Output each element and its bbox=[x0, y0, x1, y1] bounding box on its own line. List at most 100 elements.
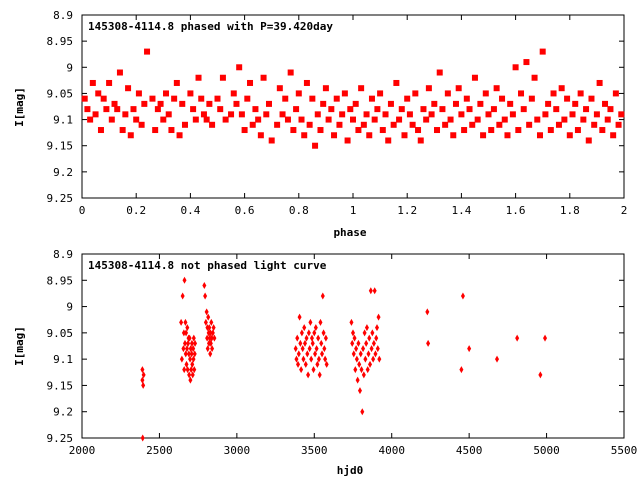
data-point bbox=[362, 329, 367, 337]
data-point bbox=[350, 339, 355, 347]
data-point bbox=[184, 329, 189, 337]
data-point bbox=[184, 360, 189, 368]
data-point bbox=[181, 329, 186, 337]
data-point bbox=[364, 339, 369, 347]
data-point bbox=[417, 137, 424, 144]
data-point bbox=[308, 318, 313, 326]
x-tick-label: 1.2 bbox=[397, 204, 417, 217]
data-point bbox=[298, 339, 303, 347]
y-axis-label: I[mag] bbox=[13, 87, 26, 127]
data-point bbox=[186, 339, 191, 347]
data-point bbox=[193, 339, 198, 347]
data-point bbox=[303, 79, 310, 86]
data-point bbox=[351, 329, 355, 337]
data-point bbox=[566, 132, 573, 139]
data-point bbox=[299, 366, 304, 374]
data-point bbox=[119, 127, 126, 134]
data-point bbox=[504, 132, 511, 139]
data-point bbox=[398, 106, 405, 113]
data-point bbox=[181, 121, 188, 128]
data-point bbox=[355, 376, 360, 384]
data-point bbox=[206, 313, 211, 321]
data-point bbox=[591, 121, 598, 128]
chart-title: 145308-4114.8 phased with P=39.420day bbox=[88, 20, 333, 33]
y-tick-label: 9 bbox=[66, 301, 73, 314]
data-point bbox=[206, 100, 213, 107]
data-point bbox=[195, 74, 202, 81]
data-point bbox=[515, 334, 520, 342]
data-point bbox=[97, 127, 104, 134]
x-tick-label: 1 bbox=[350, 204, 357, 217]
data-point bbox=[431, 100, 438, 107]
data-point bbox=[439, 106, 446, 113]
data-point bbox=[141, 381, 146, 389]
data-point bbox=[313, 350, 318, 358]
data-point bbox=[295, 334, 300, 342]
data-point bbox=[426, 339, 431, 347]
data-point bbox=[294, 355, 299, 363]
data-point bbox=[390, 121, 397, 128]
data-point bbox=[534, 116, 541, 123]
data-point bbox=[306, 121, 313, 128]
data-point bbox=[182, 339, 187, 347]
x-tick-label: 3000 bbox=[224, 444, 251, 457]
data-point bbox=[377, 90, 384, 97]
data-point bbox=[191, 345, 196, 353]
data-point bbox=[320, 350, 325, 358]
data-point bbox=[181, 345, 186, 353]
data-point bbox=[564, 95, 571, 102]
data-point bbox=[574, 127, 581, 134]
data-point bbox=[599, 127, 606, 134]
data-point bbox=[401, 132, 408, 139]
data-point bbox=[371, 116, 378, 123]
data-point bbox=[542, 111, 549, 118]
data-point bbox=[488, 127, 495, 134]
data-point bbox=[207, 334, 212, 342]
data-point bbox=[144, 48, 151, 55]
data-point bbox=[191, 355, 196, 363]
data-point bbox=[149, 95, 156, 102]
data-point bbox=[233, 100, 240, 107]
data-point bbox=[509, 111, 516, 118]
data-point bbox=[351, 350, 356, 358]
y-tick-label: 9.15 bbox=[47, 140, 74, 153]
y-tick-label: 8.95 bbox=[47, 35, 74, 48]
data-point bbox=[312, 329, 317, 337]
data-point bbox=[173, 79, 180, 86]
data-point bbox=[108, 116, 115, 123]
data-point bbox=[369, 345, 374, 353]
data-point bbox=[168, 127, 175, 134]
data-point bbox=[302, 339, 307, 347]
data-point bbox=[313, 324, 318, 332]
data-point bbox=[349, 318, 354, 326]
data-point bbox=[612, 90, 619, 97]
data-point bbox=[188, 376, 193, 384]
data-point bbox=[306, 371, 311, 379]
data-point bbox=[477, 100, 484, 107]
data-point bbox=[365, 366, 370, 374]
data-point bbox=[352, 334, 357, 342]
data-point bbox=[333, 95, 340, 102]
data-point bbox=[458, 111, 465, 118]
data-point bbox=[512, 64, 519, 71]
y-tick-label: 9.05 bbox=[47, 87, 74, 100]
data-point bbox=[204, 308, 209, 316]
data-point bbox=[87, 116, 94, 123]
data-point bbox=[588, 95, 595, 102]
data-point bbox=[304, 334, 309, 342]
data-point bbox=[376, 313, 381, 321]
data-point bbox=[189, 339, 194, 347]
data-point bbox=[314, 345, 319, 353]
data-point bbox=[357, 387, 362, 395]
data-point bbox=[360, 408, 365, 416]
y-tick-label: 9.1 bbox=[53, 353, 73, 366]
data-point bbox=[460, 292, 465, 300]
data-point bbox=[550, 90, 557, 97]
x-tick-label: 0.8 bbox=[289, 204, 309, 217]
data-point bbox=[368, 360, 373, 368]
data-point bbox=[323, 334, 328, 342]
data-point bbox=[122, 111, 129, 118]
data-point bbox=[187, 371, 192, 379]
y-tick-label: 9.25 bbox=[47, 432, 74, 445]
data-point bbox=[303, 360, 308, 368]
